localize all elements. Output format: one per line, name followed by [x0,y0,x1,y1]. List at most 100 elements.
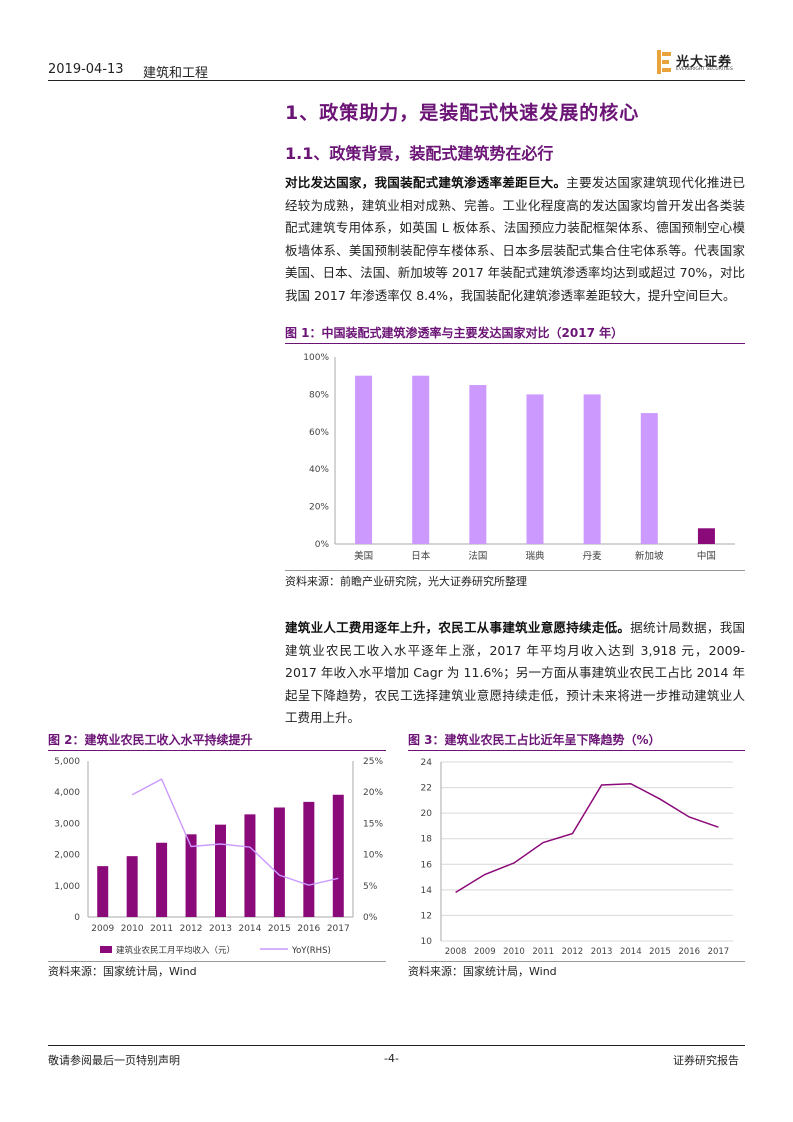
right-tick-label: 20% [363,788,383,798]
figure-2-chart: 0 1,000 2,000 3,000 4,000 5,000 0% 5% 10% 15% 20% 2… [54,757,383,956]
figure-3-title: 图 3：建筑业农民工占比近年呈下降趋势（%） [408,733,661,747]
bar [97,866,109,917]
y-tick-label: 20 [421,809,433,819]
bar [126,856,138,917]
x-tick-label: 2010 [121,924,144,934]
x-tick-label: 2012 [180,924,203,934]
right-tick-label: 15% [363,819,383,829]
figure-3-top-rule [408,750,745,751]
figure-2-bottom-rule [48,961,386,962]
paragraph-1: 对比发达国家，我国装配式建筑渗透率差距巨大。主要发达国家建筑现代化推进已经较为成… [285,172,745,307]
x-tick-label: 中国 [697,550,716,562]
right-tick-label: 0% [363,913,378,923]
logo-mark-icon [657,50,671,74]
report-date: 2019-04-13 [48,62,124,77]
x-tick-label: 法国 [468,550,487,562]
y-tick-label: 60% [309,428,329,438]
x-tick-label: 丹麦 [583,550,603,562]
left-tick-label: 2,000 [54,851,80,861]
left-tick-label: 3,000 [54,819,80,829]
bar [697,528,715,544]
x-tick-label: 2009 [91,924,114,934]
figure-1-top-rule [285,343,745,344]
x-tick-label: 2013 [209,924,232,934]
logo-subtext: EVERBRIGHT SECURITIES [676,67,733,72]
x-tick-label: 美国 [354,550,373,562]
y-tick-label: 14 [421,886,433,896]
bar [273,807,285,917]
report-sector: 建筑和工程 [143,66,209,81]
bar [469,385,487,544]
logo-text: 光大证券 [676,55,733,70]
legend-bar-swatch [100,946,112,953]
share-line [455,782,719,894]
x-tick-label: 2011 [532,947,554,957]
x-tick-label: 2015 [268,924,291,934]
y-tick-label: 22 [421,784,432,794]
figure-2-source: 资料来源：国家统计局，Wind [48,965,197,978]
left-tick-label: 5,000 [54,757,80,767]
footer-report-type: 证券研究报告 [673,1054,739,1067]
x-tick-label: 日本 [411,550,431,562]
subsection-heading: 1.1、政策背景，装配式建筑势在必行 [285,144,554,163]
x-tick-label: 2011 [150,924,173,934]
y-tick-label: 16 [421,860,433,870]
paragraph-2: 建筑业人工费用逐年上升，农民工从事建筑业意愿持续走低。据统计局数据，我国建筑业农… [285,617,745,730]
yoy-line [131,778,339,886]
bar [303,801,315,917]
bar [412,375,430,544]
x-tick-label: 2015 [649,947,671,957]
paragraph-1-body: 主要发达国家建筑现代化推进已经较为成熟，建筑业相对成熟、完善。工业化程度高的发达… [285,175,745,303]
y-tick-label: 0% [315,540,330,550]
right-tick-label: 10% [363,851,383,861]
legend-line-label: YoY(RHS) [291,946,331,956]
figure-2-top-rule [48,750,386,751]
figure-3-bottom-rule [408,961,745,962]
right-tick-label: 25% [363,757,383,767]
x-tick-label: 2010 [503,947,525,957]
figure-1-source: 资料来源：前瞻产业研究院，光大证券研究所整理 [285,575,527,588]
left-tick-label: 1,000 [54,882,80,892]
paragraph-1-lead: 对比发达国家，我国装配式建筑渗透率差距巨大。 [285,175,567,190]
x-tick-label: 新加坡 [635,550,664,562]
y-tick-label: 100% [303,353,329,363]
y-tick-label: 18 [421,835,433,845]
bar [215,824,226,917]
x-tick-label: 2009 [474,947,496,957]
x-tick-label: 2014 [620,947,642,957]
footer-divider [48,1045,745,1046]
y-tick-label: 24 [421,758,433,768]
y-tick-label: 10 [421,937,433,947]
section-heading: 1、政策助力，是装配式快速发展的核心 [285,102,640,124]
x-tick-label: 2013 [591,947,613,957]
x-tick-label: 2016 [678,947,700,957]
footer-disclaimer: 敬请参阅最后一页特别声明 [48,1054,180,1067]
bar [640,413,658,544]
figure-1-title: 图 1：中国装配式建筑渗透率与主要发达国家对比（2017 年） [285,326,624,340]
bar [526,394,544,544]
y-tick-label: 80% [309,390,329,400]
y-tick-label: 12 [421,911,432,921]
bar [332,794,344,917]
x-tick-label: 2017 [327,924,350,934]
paragraph-2-lead: 建筑业人工费用逐年上升，农民工从事建筑业意愿持续走低。 [285,620,631,635]
bar [156,842,168,917]
bar [355,375,373,544]
x-tick-label: 2012 [562,947,584,957]
company-logo: 光大证券 EVERBRIGHT SECURITIES [656,50,746,76]
x-tick-label: 2008 [445,947,467,957]
x-tick-label: 瑞典 [525,550,545,562]
figure-2-title: 图 2：建筑业农民工收入水平持续提升 [48,733,253,747]
x-tick-label: 2017 [708,947,730,957]
figure-1-bottom-rule [285,570,745,571]
left-tick-label: 4,000 [54,788,80,798]
figure-1-chart: 0% 20% 40% 60% 80% 100% 美国 日本 法国 瑞典 丹麦 新加坡 中国 [303,353,735,562]
left-tick-label: 0 [74,913,80,923]
y-tick-label: 20% [309,503,329,513]
y-tick-label: 40% [309,465,329,475]
bar [185,834,197,917]
bar [244,814,256,917]
figure-3-source: 资料来源：国家统计局，Wind [408,965,557,978]
legend-bar-label: 建筑业农民工月平均收入（元） [116,945,235,956]
page-number: -4- [384,1052,399,1065]
